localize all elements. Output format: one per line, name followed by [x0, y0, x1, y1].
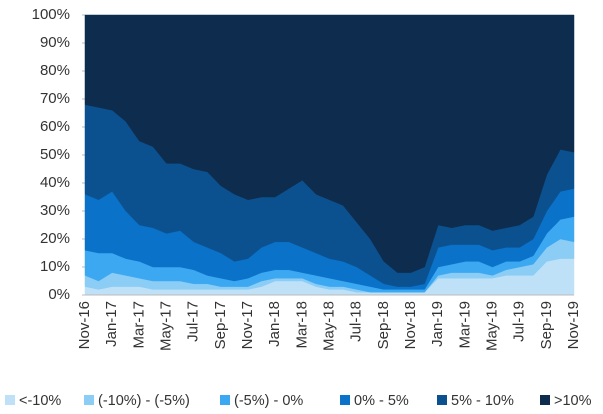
x-tick-label: May-17	[157, 301, 174, 351]
x-tick-label: May-19	[483, 301, 500, 351]
legend-label: <-10%	[19, 393, 61, 409]
legend-swatch	[5, 395, 15, 405]
y-tick-label: 80%	[40, 62, 70, 79]
x-tick-label: Jan-18	[266, 301, 283, 347]
legend-label: 5% - 10%	[451, 393, 514, 409]
y-tick-label: 40%	[40, 174, 70, 191]
legend-swatch	[340, 395, 350, 405]
x-tick-label: Nov-18	[402, 301, 419, 349]
legend-label: (-10%) - (-5%)	[98, 393, 190, 409]
y-tick-label: 60%	[40, 118, 70, 135]
legend-swatch	[220, 395, 230, 405]
x-tick-label: Nov-17	[239, 301, 256, 349]
x-tick-label: Mar-19	[456, 301, 473, 349]
x-tick-label: Sep-18	[375, 301, 392, 349]
x-tick-label: Jan-17	[103, 301, 120, 347]
x-tick-label: Jul-19	[511, 301, 528, 342]
y-tick-label: 90%	[40, 34, 70, 51]
y-tick-label: 50%	[40, 146, 70, 163]
y-tick-label: 70%	[40, 90, 70, 107]
x-tick-label: Nov-16	[76, 301, 93, 349]
legend-label: 0% - 5%	[354, 393, 409, 409]
x-tick-label: May-18	[320, 301, 337, 351]
legend-swatch	[84, 395, 94, 405]
y-tick-label: 0%	[48, 286, 70, 303]
y-tick-label: 20%	[40, 230, 70, 247]
x-tick-label: Mar-18	[293, 301, 310, 349]
x-tick-label: Sep-19	[538, 301, 555, 349]
area	[84, 14, 575, 273]
y-tick-label: 30%	[40, 202, 70, 219]
x-tick-label: Jan-19	[429, 301, 446, 347]
x-tick-label: Jul-18	[348, 301, 365, 342]
x-tick-label: Sep-17	[212, 301, 229, 349]
x-tick-label: Nov-19	[565, 301, 582, 349]
x-tick-label: Mar-17	[130, 301, 147, 349]
legend-label: >10%	[554, 393, 592, 409]
legend-label: (-5%) - 0%	[234, 393, 303, 409]
x-tick-label: Jul-17	[185, 301, 202, 342]
y-tick-label: 10%	[40, 258, 70, 275]
y-tick-label: 100%	[32, 6, 70, 23]
legend-swatch	[437, 395, 447, 405]
legend-swatch	[540, 395, 550, 405]
